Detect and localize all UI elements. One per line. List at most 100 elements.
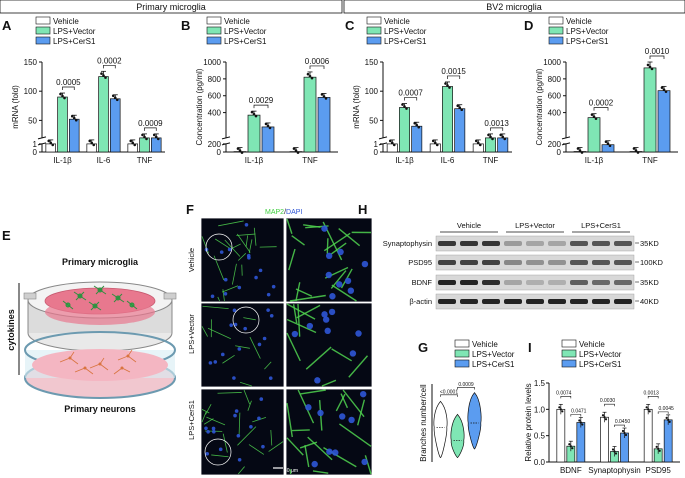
- blot-marker-label: 35KD: [640, 278, 659, 287]
- bar: [643, 67, 657, 153]
- legend-swatch: [548, 16, 564, 25]
- data-point: [561, 410, 564, 413]
- nucleus: [212, 429, 216, 434]
- x-tick-label: IL-1β: [395, 156, 414, 165]
- legend-swatch: [35, 26, 51, 35]
- data-point: [417, 125, 421, 129]
- nucleus: [359, 390, 367, 398]
- nucleus: [321, 225, 328, 232]
- neurite: [238, 412, 241, 436]
- neurite: [217, 392, 242, 394]
- blot-band: [548, 241, 566, 246]
- y-tick-label: 200: [208, 140, 222, 149]
- y-tick-label: 600: [548, 92, 562, 101]
- blot-band: [548, 280, 566, 285]
- legend-swatch: [454, 339, 470, 348]
- panel-label-F: F: [186, 202, 194, 217]
- data-point: [568, 443, 571, 446]
- legend-swatch: [561, 349, 577, 358]
- neurite: [291, 429, 310, 432]
- blot-band: [482, 241, 500, 246]
- nucleus: [268, 376, 273, 380]
- neurite: [237, 426, 257, 446]
- p-value-label: 0.0013: [644, 390, 660, 396]
- p-value-label: <0.0001: [440, 389, 458, 395]
- y-tick-label: 1.5: [534, 379, 546, 388]
- neurite: [253, 227, 257, 246]
- data-point: [88, 139, 92, 143]
- bar: [98, 76, 109, 153]
- neurite: [338, 228, 361, 247]
- significance-bracket: [447, 75, 461, 79]
- y-tick-label: 600: [208, 92, 222, 101]
- y-axis-label: mRNA (fold): [352, 85, 361, 129]
- panel-label-E: E: [2, 228, 11, 243]
- neurite: [201, 409, 210, 414]
- bar: [386, 143, 398, 153]
- p-value-label: 0.0009: [138, 119, 163, 128]
- data-point: [558, 406, 561, 409]
- y-tick-label: 50: [28, 116, 37, 125]
- data-point: [632, 147, 636, 150]
- legend-swatch: [548, 36, 564, 45]
- bar: [600, 416, 609, 463]
- nucleus: [259, 397, 264, 401]
- data-point: [322, 95, 326, 98]
- nucleus: [237, 347, 242, 351]
- data-point: [604, 140, 608, 144]
- legend-swatch: [548, 26, 564, 35]
- p-value-label: 0.0029: [249, 96, 274, 105]
- neurite: [307, 436, 333, 461]
- neurite: [288, 248, 296, 271]
- nucleus: [211, 426, 216, 431]
- significance-bracket: [614, 424, 625, 428]
- axis-break-mark: [378, 136, 388, 140]
- neurite: [291, 235, 305, 246]
- data-point: [392, 143, 396, 147]
- violin: [433, 400, 448, 459]
- neurite: [237, 466, 245, 475]
- p-value-label: 0.0030: [600, 398, 616, 404]
- x-tick-label: TNF: [483, 156, 499, 165]
- y-tick-label: 1: [374, 140, 379, 149]
- blot-band: [570, 241, 588, 246]
- nucleus: [218, 447, 223, 452]
- micro-row-label-lps-cers1: LPS+CerS1: [187, 400, 196, 440]
- x-tick-label: TNF: [302, 156, 318, 165]
- nucleus: [344, 277, 352, 285]
- blot-band: [614, 280, 632, 285]
- data-point: [254, 114, 258, 118]
- data-point: [624, 433, 628, 437]
- neurite: [248, 444, 265, 455]
- y-axis-label: Relative protein levels: [524, 383, 533, 461]
- data-point: [320, 93, 324, 96]
- data-point: [113, 96, 117, 100]
- neurite: [305, 346, 332, 370]
- nucleus: [232, 308, 237, 313]
- neurite: [222, 433, 228, 453]
- neurite: [330, 242, 347, 255]
- p-value-label: 0.0013: [484, 119, 509, 128]
- nucleus: [348, 416, 355, 424]
- neurite: [243, 317, 256, 321]
- y-axis-label: Concentration (pg/ml): [195, 68, 204, 145]
- neurite: [218, 220, 244, 227]
- panel-label: G: [418, 340, 428, 355]
- bar: [657, 90, 671, 153]
- zoom-region-circle: [205, 233, 233, 261]
- data-point: [154, 135, 158, 139]
- neurite: [340, 393, 349, 409]
- blot-marker-label: 100KD: [640, 258, 664, 267]
- nucleus: [219, 250, 224, 254]
- y-tick-label: 0.0: [534, 458, 546, 467]
- chart-panel-C: C VehicleLPS+VectorLPS+CerS10150100150mRN…: [345, 16, 513, 165]
- data-point: [238, 149, 242, 152]
- data-point: [592, 115, 596, 118]
- panel-H-western-blot: H Vehicle LPS+Vector LPS+CerS1 Synaptophysi…: [358, 202, 664, 310]
- micrograph-grid: [200, 217, 373, 476]
- legend-swatch: [454, 359, 470, 368]
- blot-band: [548, 299, 566, 304]
- data-point: [478, 143, 482, 147]
- p-value-label: 0.0009: [458, 382, 474, 388]
- nucleus: [227, 247, 232, 252]
